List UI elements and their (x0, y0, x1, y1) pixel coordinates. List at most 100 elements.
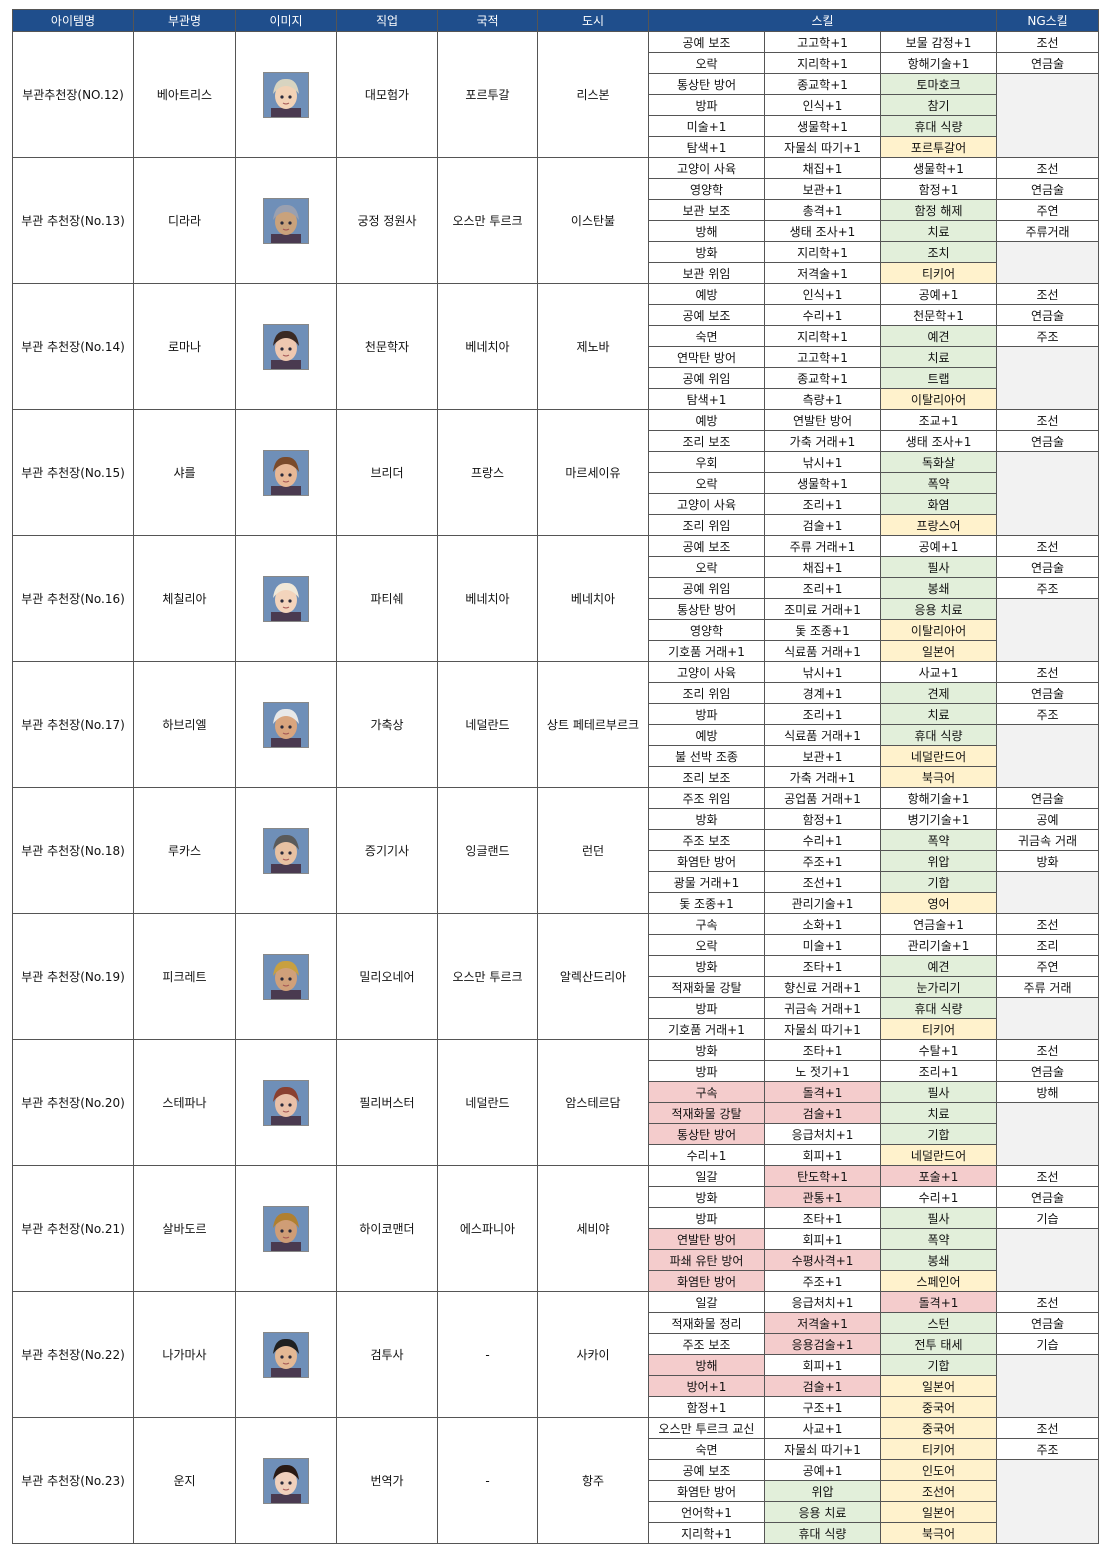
portrait-part (273, 78, 299, 94)
skill-cell: 생물학+1 (879, 157, 998, 179)
skill-cell: 조리 위임 (648, 682, 765, 704)
officer-name: 살바도르 (133, 1165, 236, 1292)
ng-skill: 연금술 (996, 682, 1100, 704)
skill-cell: 함정 해제 (879, 199, 998, 221)
skill-cell: 주조+1 (764, 850, 881, 872)
table-row: 통상탄 방어 응급처치+1 기합 (13, 1123, 1099, 1145)
skill-cell: 귀금속 거래+1 (764, 997, 881, 1019)
skill-cell: 이탈리아어 (879, 619, 998, 641)
portrait-part (288, 346, 292, 351)
portrait-part (282, 480, 290, 482)
portrait-part (263, 71, 309, 118)
ng-skill: 조선 (996, 157, 1100, 179)
image-cell (235, 913, 337, 1040)
portrait-part (273, 1464, 299, 1480)
skill-cell: 주조 보조 (648, 829, 765, 851)
skill-cell: 보관 보조 (648, 199, 765, 221)
portrait-part (282, 1110, 290, 1112)
city: 항주 (537, 1417, 649, 1544)
ng-skill: 연금술 (996, 52, 1100, 74)
portrait-part (282, 354, 290, 356)
skill-cell: 채집+1 (764, 157, 881, 179)
item-name: 부관 추천장(No.23) (12, 1417, 134, 1544)
skill-cell: 수탈+1 (879, 1039, 998, 1061)
image-cell (235, 535, 337, 662)
portrait-part (282, 606, 290, 608)
ng-empty (996, 871, 1100, 914)
skill-cell: 휴대 식량 (879, 724, 998, 746)
job: 검투사 (336, 1291, 438, 1418)
skill-cell: 항해기술+1 (879, 787, 998, 809)
skill-cell: 불 선박 조종 (648, 745, 765, 767)
skill-cell: 수리+1 (764, 304, 881, 326)
skill-cell: 방화 (648, 1186, 765, 1208)
item-name: 부관 추천장(No.21) (12, 1165, 134, 1292)
portrait-part (271, 989, 301, 1000)
table-row: 공예 보조 공예+1 인도어 (13, 1459, 1100, 1544)
job: 하이코맨더 (336, 1165, 438, 1292)
ng-skill: 주연 (996, 955, 1100, 977)
table-row: 주조 보조 응용검술+1 전투 태세 기습 (13, 1333, 1100, 1355)
skill-cell: 생태 조사+1 (879, 430, 998, 452)
table-row: 보관 위임 저격술+1 티키어 (13, 262, 1099, 284)
item-name: 부관 추천장(No.22) (12, 1291, 134, 1418)
table-row: 방파 귀금속 거래+1 휴대 식량 (13, 997, 1100, 1040)
skill-cell: 항해기술+1 (879, 52, 998, 74)
item-name: 부관 추천장(No.16) (12, 535, 134, 662)
skill-cell: 조선어 (879, 1480, 998, 1502)
ng-skill: 주연 (996, 199, 1100, 221)
portrait-part (275, 208, 297, 235)
skill-cell: 필사 (879, 1081, 998, 1103)
item-name: 부관 추천장(No.15) (12, 409, 134, 536)
skill-cell: 적재화물 정리 (648, 1312, 765, 1334)
city: 베네치아 (537, 535, 649, 662)
table-row: 적재화물 강탈 향신료 거래+1 눈가리기 주류 거래 (13, 976, 1100, 998)
portrait-part (271, 863, 301, 874)
skill-cell: 함정+1 (879, 178, 998, 200)
skill-cell: 중국어 (879, 1417, 998, 1439)
skill-cell: 조타+1 (764, 1039, 881, 1061)
skill-cell: 조리+1 (764, 703, 881, 725)
skill-cell: 미술+1 (764, 934, 881, 956)
portrait-part (271, 1493, 301, 1504)
table-row: 불 선박 조종 보관+1 네덜란드어 (13, 745, 1099, 767)
skill-cell: 구속 (648, 1081, 765, 1103)
portrait-part (263, 701, 309, 748)
ng-skill: 조선 (996, 283, 1100, 305)
ng-skill: 주류거래 (996, 220, 1100, 242)
table-row: 방파 조타+1 필사 기습 (13, 1207, 1100, 1229)
portrait-part (273, 1086, 299, 1102)
table-row: 숙면 지리학+1 예견 주조 (13, 325, 1100, 347)
skill-cell: 오스만 투르크 교신 (648, 1417, 765, 1439)
table-row: 조리 보조 가축 거래+1 생태 조사+1 연금술 (13, 430, 1100, 452)
portrait-part (273, 582, 299, 598)
skill-cell: 인식+1 (764, 94, 881, 116)
officer-name: 루카스 (133, 787, 236, 914)
image-cell (235, 1165, 337, 1292)
officer-name: 나가마사 (133, 1291, 236, 1418)
skill-cell: 연금술+1 (879, 913, 998, 935)
officer-name: 디라라 (133, 157, 236, 284)
portrait-part (288, 598, 292, 603)
skill-cell: 티키어 (879, 1438, 998, 1460)
skill-cell: 방어+1 (648, 1375, 765, 1397)
skill-cell: 조리 보조 (648, 766, 765, 788)
skill-cell: 네덜란드어 (879, 745, 998, 767)
skill-cell: 응용검술+1 (764, 1333, 881, 1355)
portrait (263, 71, 309, 118)
skill-cell: 탄도학+1 (764, 1165, 881, 1187)
skill-cell: 지리학+1 (764, 52, 881, 74)
image-cell (235, 1039, 337, 1166)
skill-cell: 자물쇠 따기+1 (764, 1018, 881, 1040)
skill-cell: 전투 태세 (879, 1333, 998, 1355)
table-body: 부관추천장(NO.12) 베아트리스 대모험가 포르투갈 리스본 공예 보조 고고학+1 보물… (12, 31, 1100, 1544)
portrait (263, 1079, 309, 1126)
nation: 프랑스 (437, 409, 538, 536)
portrait-part (275, 334, 297, 361)
nation: 에스파니아 (437, 1165, 538, 1292)
portrait (263, 575, 309, 622)
portrait-part (288, 94, 292, 99)
ng-skill: 주조 (996, 703, 1100, 725)
ng-skill: 주류 거래 (996, 976, 1100, 998)
portrait-part (273, 1338, 299, 1354)
